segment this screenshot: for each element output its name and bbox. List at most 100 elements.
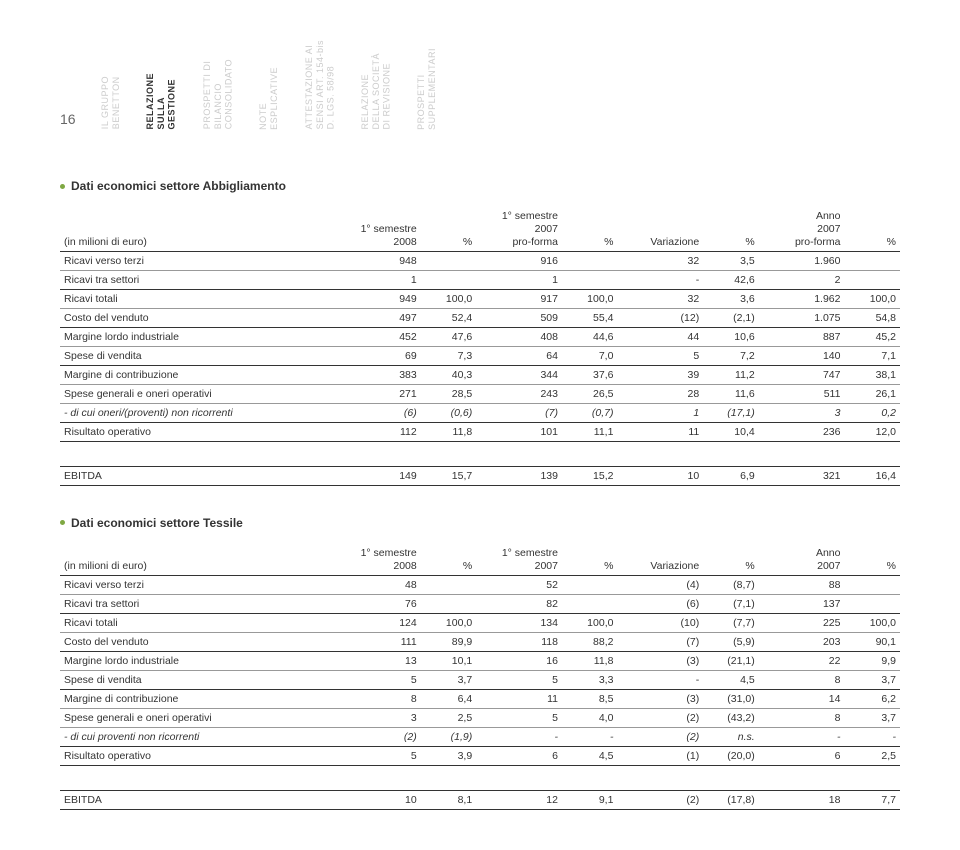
cell: 6,2 (844, 690, 900, 709)
row-label: EBITDA (60, 467, 335, 486)
table-row: Margine di contribuzione86,4118,5(3)(31,… (60, 690, 900, 709)
cell (421, 252, 476, 271)
cell: (7) (476, 404, 562, 423)
cell: 26,1 (844, 385, 900, 404)
row-label: Risultato operativo (60, 423, 335, 442)
nav-item[interactable]: NOTE ESPLICATIVE (258, 67, 280, 130)
col-header: % (562, 207, 617, 251)
table-row: Costo del venduto11189,911888,2(7)(5,9)2… (60, 633, 900, 652)
page-number: 16 (60, 111, 76, 129)
cell: 26,5 (562, 385, 617, 404)
cell: 10,4 (703, 423, 758, 442)
cell: 7,3 (421, 347, 476, 366)
table-row: Ricavi verso terzi948916323,51.960 (60, 252, 900, 271)
nav-item[interactable]: PROSPETTI DI BILANCIO CONSOLIDATO (202, 59, 234, 129)
cell: 1.960 (759, 252, 845, 271)
cell: 8,1 (421, 791, 476, 810)
cell: 9,1 (562, 791, 617, 810)
cell: 916 (476, 252, 562, 271)
cell (844, 576, 900, 595)
table-row: - di cui oneri/(proventi) non ricorrenti… (60, 404, 900, 423)
cell: 14 (759, 690, 845, 709)
cell: 2,5 (421, 709, 476, 728)
table-row: Risultato operativo53,964,5(1)(20,0)62,5 (60, 747, 900, 766)
row-label: Ricavi totali (60, 614, 335, 633)
cell: 45,2 (844, 328, 900, 347)
nav-item[interactable]: RELAZIONE DELLA SOCIETÀ DI REVISIONE (360, 53, 392, 130)
cell: 149 (335, 467, 421, 486)
row-label: EBITDA (60, 791, 335, 810)
cell: (2,1) (703, 309, 758, 328)
cell: 10,6 (703, 328, 758, 347)
cell: (7) (617, 633, 703, 652)
cell: (7,7) (703, 614, 758, 633)
col-header: % (562, 544, 617, 576)
cell: 8 (759, 671, 845, 690)
cell: (4) (617, 576, 703, 595)
col-header: Variazione (617, 544, 703, 576)
cell: (2) (335, 728, 421, 747)
cell: 22 (759, 652, 845, 671)
col-header: Anno2007pro-forma (759, 207, 845, 251)
row-label: Margine di contribuzione (60, 366, 335, 385)
table-row: Ricavi tra settori7682(6)(7,1)137 (60, 595, 900, 614)
row-label: - di cui oneri/(proventi) non ricorrenti (60, 404, 335, 423)
cell: 11,8 (421, 423, 476, 442)
cell: 8,5 (562, 690, 617, 709)
cell: 42,6 (703, 271, 758, 290)
cell: 271 (335, 385, 421, 404)
col-header: 1° semestre2008 (335, 544, 421, 576)
nav-item[interactable]: PROSPETTI SUPPLEMENTARI (416, 48, 438, 130)
cell: 8 (335, 690, 421, 709)
cell: 408 (476, 328, 562, 347)
cell: 203 (759, 633, 845, 652)
cell: (3) (617, 690, 703, 709)
cell (562, 576, 617, 595)
table-row: Spese generali e oneri operativi27128,52… (60, 385, 900, 404)
cell: 9,9 (844, 652, 900, 671)
cell: 887 (759, 328, 845, 347)
cell: (20,0) (703, 747, 758, 766)
cell: (43,2) (703, 709, 758, 728)
table-row: Ricavi totali949100,0917100,0323,61.9621… (60, 290, 900, 309)
nav-item[interactable]: RELAZIONE SULLA GESTIONE (145, 73, 177, 130)
cell: 7,7 (844, 791, 900, 810)
cell: 949 (335, 290, 421, 309)
cell (562, 271, 617, 290)
cell: 4,0 (562, 709, 617, 728)
cell: 100,0 (421, 614, 476, 633)
cell: 140 (759, 347, 845, 366)
row-label: Spese generali e oneri operativi (60, 709, 335, 728)
cell: 18 (759, 791, 845, 810)
cell: (2) (617, 709, 703, 728)
cell (562, 252, 617, 271)
ebitda-row: EBITDA108,1129,1(2)(17,8)187,7 (60, 791, 900, 810)
col-header: 1° semestre2007 (476, 544, 562, 576)
cell: 2,5 (844, 747, 900, 766)
cell: 511 (759, 385, 845, 404)
cell: 11 (476, 690, 562, 709)
cell: 48 (335, 576, 421, 595)
cell: 3,7 (421, 671, 476, 690)
row-label: Ricavi tra settori (60, 271, 335, 290)
cell (844, 252, 900, 271)
row-label: - di cui proventi non ricorrenti (60, 728, 335, 747)
financial-table: (in milioni di euro)1° semestre2008%1° s… (60, 544, 900, 810)
table-row: Margine lordo industriale45247,640844,64… (60, 328, 900, 347)
cell: 0,2 (844, 404, 900, 423)
cell: 13 (335, 652, 421, 671)
table-row: Ricavi verso terzi4852(4)(8,7)88 (60, 576, 900, 595)
nav-item[interactable]: IL GRUPPO BENETTON (100, 76, 122, 129)
cell: 5 (617, 347, 703, 366)
cell: 90,1 (844, 633, 900, 652)
cell: 1 (476, 271, 562, 290)
nav-item[interactable]: ATTESTAZIONE AI SENSI ART. 154-bis D. LG… (304, 40, 336, 129)
cell: 1 (617, 404, 703, 423)
cell: 3,7 (844, 671, 900, 690)
cell: 1.075 (759, 309, 845, 328)
cell: - (562, 728, 617, 747)
cell: (1) (617, 747, 703, 766)
unit-label: (in milioni di euro) (60, 544, 335, 576)
cell: 39 (617, 366, 703, 385)
cell: (12) (617, 309, 703, 328)
